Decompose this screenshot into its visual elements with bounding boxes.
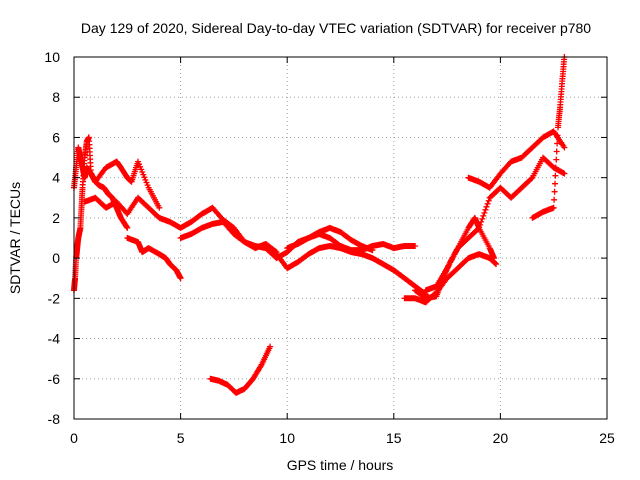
plot-frame — [73, 56, 608, 420]
series-track-l — [465, 128, 568, 191]
data-point-markers — [412, 224, 497, 302]
chart-title: Day 129 of 2020, Sidereal Day-to-day VTE… — [81, 20, 591, 36]
x-tick-label: 10 — [279, 430, 295, 446]
x-tick-label: 5 — [177, 430, 185, 446]
data-point-markers — [207, 343, 274, 396]
series-track-e — [177, 218, 429, 298]
series-track-h — [207, 343, 274, 396]
x-tick-label: 25 — [599, 430, 615, 446]
x-axis-label: GPS time / hours — [287, 457, 394, 473]
data-point-markers — [177, 218, 429, 298]
grid-lines — [74, 57, 607, 419]
data-point-markers — [284, 224, 376, 254]
y-tick-label: 0 — [52, 250, 60, 266]
series-track-f — [262, 231, 419, 262]
data-point-markers — [124, 235, 184, 282]
x-tick-label: 0 — [70, 430, 78, 446]
series-track-m — [529, 54, 568, 221]
data-point-markers — [529, 54, 568, 221]
y-tick-label: -4 — [48, 331, 61, 347]
x-tick-label: 15 — [386, 430, 402, 446]
y-tick-label: 10 — [44, 49, 60, 65]
series-track-d — [124, 235, 184, 282]
y-tick-label: 4 — [52, 170, 60, 186]
y-tick-label: 6 — [52, 129, 60, 145]
y-tick-label: -2 — [48, 290, 61, 306]
data-point-markers — [465, 128, 568, 191]
axis-ticks: 0 5 10 15 20 25 -8 -6 -4 -2 0 2 4 6 8 10 — [44, 49, 615, 446]
series-track-g — [284, 224, 376, 254]
y-tick-label: -8 — [48, 411, 61, 427]
data-point-markers — [262, 231, 419, 262]
y-tick-label: -6 — [48, 371, 61, 387]
y-tick-label: 8 — [52, 89, 60, 105]
data-points — [71, 54, 568, 396]
series-track-k — [412, 224, 497, 302]
y-tick-label: 2 — [52, 210, 60, 226]
y-axis-label: SDTVAR / TECUs — [7, 182, 23, 294]
x-tick-label: 20 — [493, 430, 509, 446]
